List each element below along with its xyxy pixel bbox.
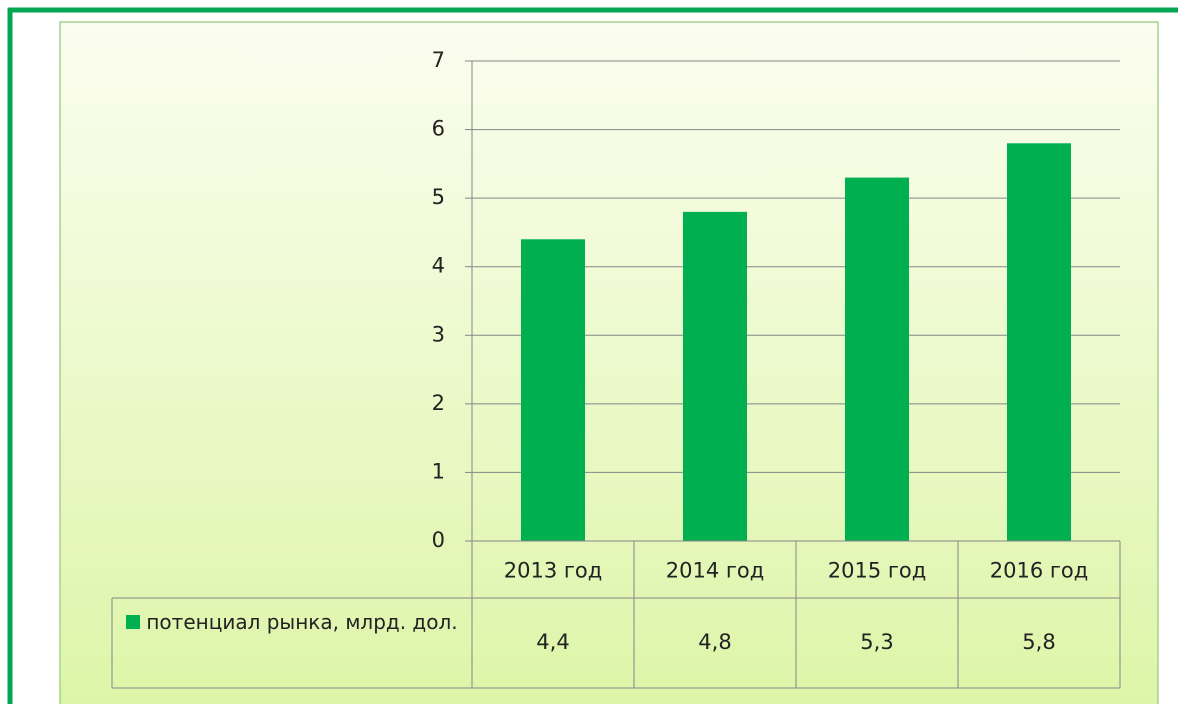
legend-label: потенциал рынка, млрд. дол. — [146, 610, 458, 634]
y-tick-label: 4 — [432, 254, 445, 278]
y-tick-label: 3 — [432, 322, 445, 346]
y-tick-label: 5 — [432, 185, 445, 209]
table-value: 4,4 — [536, 630, 569, 654]
y-tick-label: 2 — [432, 391, 445, 415]
y-tick-label: 6 — [432, 117, 445, 141]
y-tick-label: 7 — [432, 48, 445, 72]
y-tick-label: 1 — [432, 459, 445, 483]
legend-entry: потенциал рынка, млрд. дол. — [114, 606, 470, 638]
x-tick-label: 2013 год — [504, 559, 603, 583]
x-tick-label: 2016 год — [990, 559, 1089, 583]
panel — [59, 21, 1159, 704]
table-value: 5,3 — [860, 630, 893, 654]
bar — [521, 239, 585, 542]
bar — [1007, 143, 1071, 542]
table-value: 4,8 — [698, 630, 731, 654]
bar — [683, 211, 747, 541]
bar — [845, 177, 909, 542]
x-tick-label: 2014 год — [666, 559, 765, 583]
table-value: 5,8 — [1022, 630, 1055, 654]
y-tick-label: 0 — [432, 528, 445, 552]
legend-key — [126, 615, 141, 629]
x-tick-label: 2015 год — [828, 559, 927, 583]
